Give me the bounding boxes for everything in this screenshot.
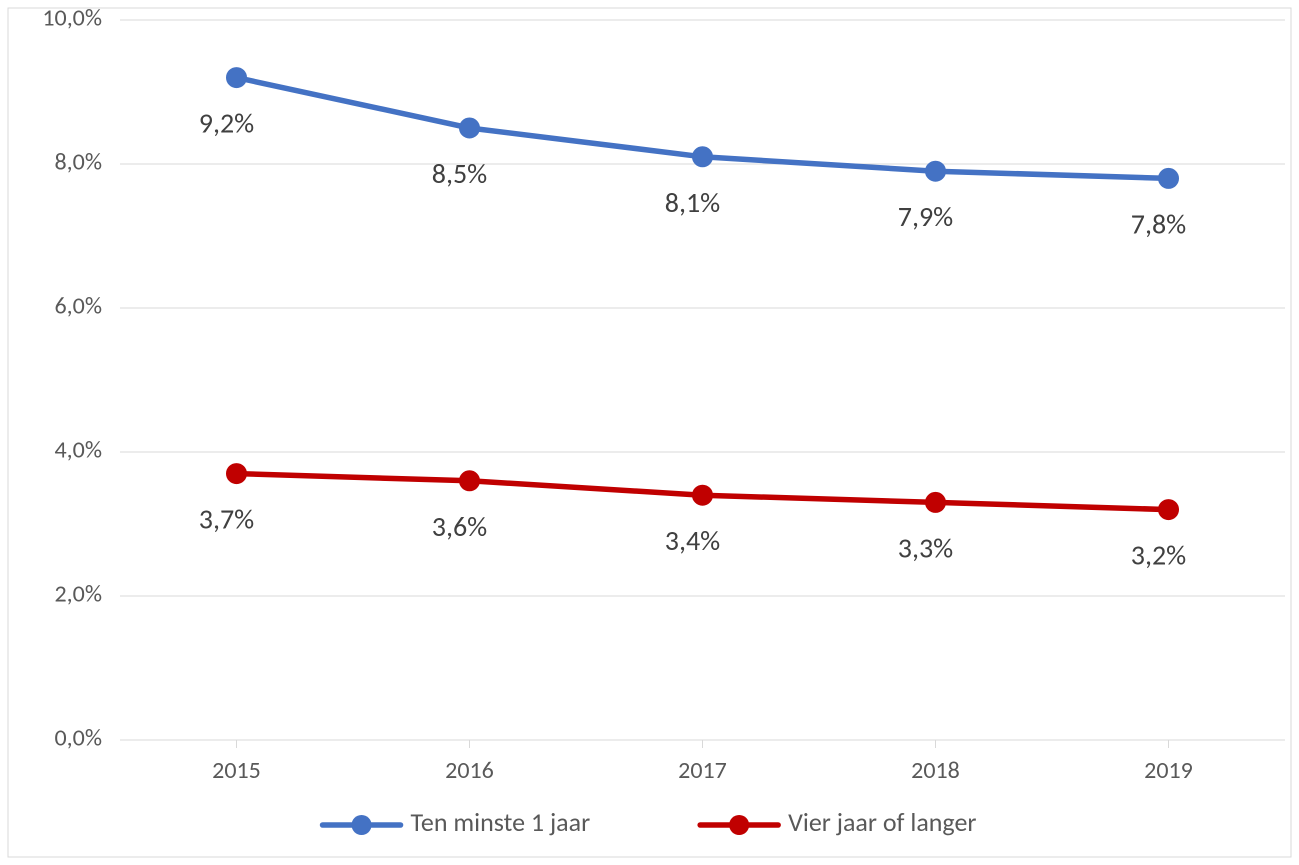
series-marker <box>693 485 713 505</box>
x-tick-label: 2019 <box>1144 756 1193 785</box>
data-label: 9,2% <box>199 106 254 141</box>
data-label: 7,8% <box>1131 206 1186 241</box>
series-marker <box>227 464 247 484</box>
series-marker <box>926 492 946 512</box>
series-marker <box>1159 500 1179 520</box>
data-label: 3,6% <box>432 509 487 544</box>
y-tick-label: 8,0% <box>55 148 102 177</box>
line-chart: 0,0% 2,0% 4,0% 6,0% 8,0% 10,0% 2015 2016 2017 201… <box>0 0 1299 865</box>
x-tick-label: 2016 <box>445 756 494 785</box>
y-tick-label: 10,0% <box>42 4 102 33</box>
series-marker <box>693 147 713 167</box>
data-label: 8,1% <box>665 185 720 220</box>
series-marker <box>227 68 247 88</box>
y-tick-label: 2,0% <box>55 580 102 609</box>
y-tick-label: 4,0% <box>55 436 102 465</box>
x-tick-label: 2017 <box>678 756 727 785</box>
data-label: 3,4% <box>665 523 720 558</box>
y-tick-label: 6,0% <box>55 292 102 321</box>
y-tick-label: 0,0% <box>55 724 102 753</box>
legend-label: Ten minste 1 jaar <box>411 806 591 838</box>
legend-marker-dot <box>729 815 749 835</box>
x-tick-label: 2018 <box>911 756 960 785</box>
chart-svg: 0,0% 2,0% 4,0% 6,0% 8,0% 10,0% 2015 2016 2017 201… <box>0 0 1299 865</box>
data-label: 3,3% <box>898 530 953 565</box>
series-marker <box>926 161 946 181</box>
legend-marker-dot <box>352 815 372 835</box>
series-marker <box>1159 168 1179 188</box>
data-label: 7,9% <box>898 199 953 234</box>
x-tick-label: 2015 <box>212 756 261 785</box>
legend-label: Vier jaar of langer <box>788 806 976 838</box>
data-label: 3,2% <box>1131 538 1186 573</box>
series-marker <box>460 471 480 491</box>
data-label: 8,5% <box>432 156 487 191</box>
data-label: 3,7% <box>199 502 254 537</box>
series-marker <box>460 118 480 138</box>
